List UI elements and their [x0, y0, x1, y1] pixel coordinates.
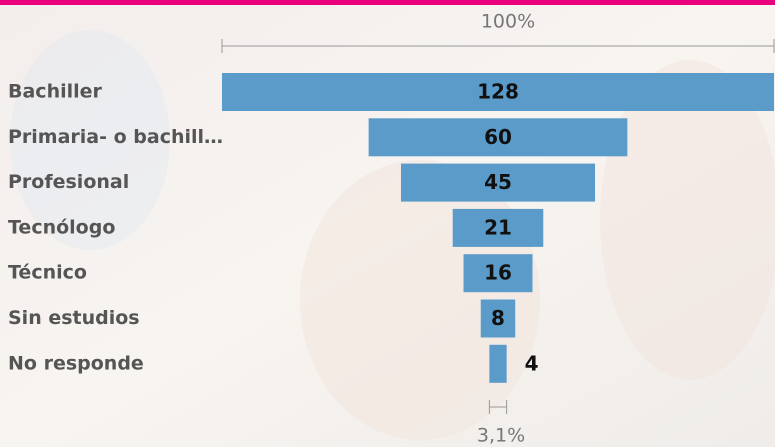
bottom-annotation: 3,1% — [477, 425, 525, 447]
value-label: 16 — [484, 261, 512, 285]
category-label: Técnico — [8, 262, 87, 284]
funnel-bar — [463, 254, 533, 293]
value-label: 45 — [484, 170, 512, 194]
funnel-bar — [489, 344, 507, 383]
top-border — [0, 0, 775, 5]
funnel-bar — [222, 73, 774, 111]
top-bracket — [221, 39, 775, 53]
value-label: 21 — [484, 215, 512, 239]
top-annotation: 100% — [481, 11, 535, 33]
value-label: 60 — [484, 125, 512, 149]
bg-shape — [10, 30, 170, 250]
category-label: Profesional — [8, 171, 129, 193]
category-label: No responde — [8, 352, 144, 374]
value-label: 128 — [477, 80, 519, 104]
category-label: Sin estudios — [8, 307, 140, 329]
funnel-bar — [452, 208, 544, 247]
value-label: 4 — [525, 351, 539, 375]
funnel-bar — [368, 118, 628, 157]
bottom-bracket — [488, 400, 508, 414]
category-label: Primaria- o bachill… — [8, 126, 223, 148]
funnel-bar — [480, 299, 516, 338]
category-label: Tecnólogo — [8, 216, 115, 238]
funnel-bar — [400, 163, 596, 202]
bg-shape — [600, 60, 775, 380]
category-label: Bachiller — [8, 81, 103, 103]
value-label: 8 — [491, 306, 505, 330]
